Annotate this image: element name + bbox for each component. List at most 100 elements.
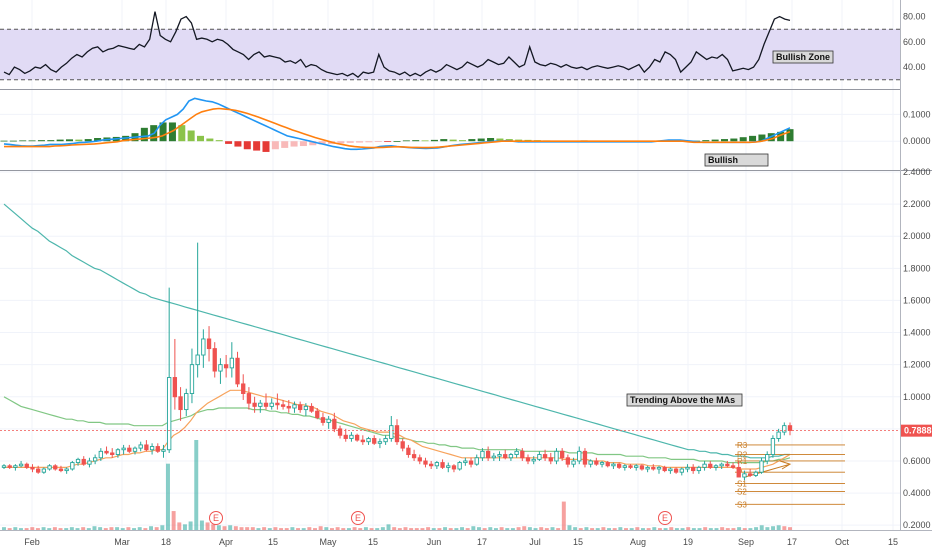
rsi-annotation: Bullish Zone: [772, 50, 834, 64]
candle-body: [30, 466, 35, 470]
volume-bar: [69, 527, 74, 530]
volume-bar: [296, 528, 301, 530]
macd-histogram-bar: [440, 139, 448, 142]
macd-histogram-bar: [196, 135, 205, 142]
volume-bar: [301, 528, 306, 530]
volume-bars: [2, 440, 792, 530]
candle-body: [275, 402, 280, 406]
volume-bar: [182, 524, 187, 530]
macd-histogram-bar: [19, 140, 27, 142]
candle-body: [18, 463, 24, 467]
volume-bar: [460, 527, 465, 530]
macd-histogram-bar: [777, 131, 785, 142]
volume-bar: [561, 501, 566, 530]
candle-body: [155, 446, 160, 452]
candle-body: [554, 450, 559, 462]
candle-body: [577, 450, 582, 462]
candle-body: [241, 383, 246, 394]
macd-histogram-bar: [159, 122, 167, 142]
candle-body: [292, 404, 297, 409]
price-axis-tick-label: 1.0000: [903, 392, 931, 402]
candle-body: [92, 457, 98, 462]
earnings-marker-circle: [658, 511, 672, 525]
candle-body: [571, 460, 576, 465]
macd-axis-tick-label: 0.1000: [903, 109, 931, 119]
candle-body: [565, 457, 571, 465]
price-axis-tick-label: 2.2000: [903, 199, 931, 209]
volume-bar: [52, 527, 57, 530]
candle-body: [366, 438, 371, 443]
macd-histogram-bar: [730, 138, 738, 142]
volume-bar: [431, 528, 436, 530]
macd-histogram-bar: [468, 139, 476, 142]
volume-bar: [352, 527, 357, 530]
candle-body: [639, 465, 645, 470]
volume-bar: [380, 527, 385, 530]
candle-body: [309, 405, 314, 412]
volume-bar: [776, 525, 781, 530]
candle-body: [725, 463, 730, 467]
candle-body: [161, 449, 166, 452]
volume-bar: [92, 526, 97, 530]
macd-histogram-bar: [346, 141, 354, 143]
candle-body: [668, 468, 673, 472]
candle-body: [770, 438, 776, 455]
volume-bar: [624, 528, 628, 530]
volume-bar: [199, 520, 204, 530]
volume-bar: [527, 527, 532, 530]
volume-bar: [171, 511, 176, 530]
price-pane: R3R2R1PS1S2S3 Trending Above the MAs EEE…: [0, 167, 932, 530]
macd-pane: Bullish 0.1000 0.0000: [0, 97, 931, 167]
volume-bar: [465, 528, 470, 530]
volume-bar: [58, 528, 63, 530]
price-axis-tick-label: 0.2000: [903, 520, 931, 530]
volume-bar: [386, 524, 391, 530]
candle-body: [383, 438, 388, 443]
volume-bar: [358, 528, 363, 530]
macd-histogram-bar: [281, 141, 289, 148]
candle-body: [360, 439, 365, 443]
volume-bar: [18, 528, 23, 530]
volume-bar: [680, 528, 685, 530]
macd-histogram-bar: [702, 140, 710, 142]
candle-body: [394, 425, 400, 443]
volume-bar: [590, 528, 595, 530]
macd-histogram-bar: [206, 138, 214, 142]
volume-bar: [194, 440, 199, 530]
candle-body: [104, 450, 109, 454]
macd-histogram-bar: [253, 141, 261, 151]
candle-body: [337, 428, 343, 436]
candle-body: [691, 466, 696, 472]
volume-bar: [216, 525, 221, 530]
volume-bar: [75, 528, 80, 530]
volume-bar: [510, 528, 515, 530]
volume-bar: [573, 527, 578, 530]
volume-bar: [245, 527, 250, 530]
candle-body: [673, 468, 679, 473]
volume-bar: [335, 527, 340, 530]
volume-bar: [714, 528, 719, 530]
volume-bar: [290, 527, 295, 530]
volume-bar: [409, 528, 414, 530]
volume-bar: [341, 528, 346, 530]
candle-body: [537, 454, 542, 460]
candle-body: [389, 425, 394, 439]
volume-bar: [273, 527, 278, 530]
x-axis-tick-label: 19: [683, 537, 693, 547]
volume-bar: [103, 528, 108, 530]
volume-bar: [2, 527, 6, 530]
candle-body: [485, 450, 491, 459]
macd-histogram-bar: [187, 130, 195, 142]
candle-body: [730, 465, 736, 468]
volume-bar: [686, 527, 691, 530]
x-axis-tick-label: Feb: [24, 537, 40, 547]
candle-body: [508, 454, 514, 459]
volume-bar: [544, 528, 549, 530]
volume-bar: [126, 527, 131, 530]
volume-bar: [533, 528, 538, 530]
candle-body: [286, 405, 291, 409]
candle-body: [599, 462, 605, 465]
candle-body: [417, 457, 422, 462]
candle-body: [320, 417, 326, 423]
